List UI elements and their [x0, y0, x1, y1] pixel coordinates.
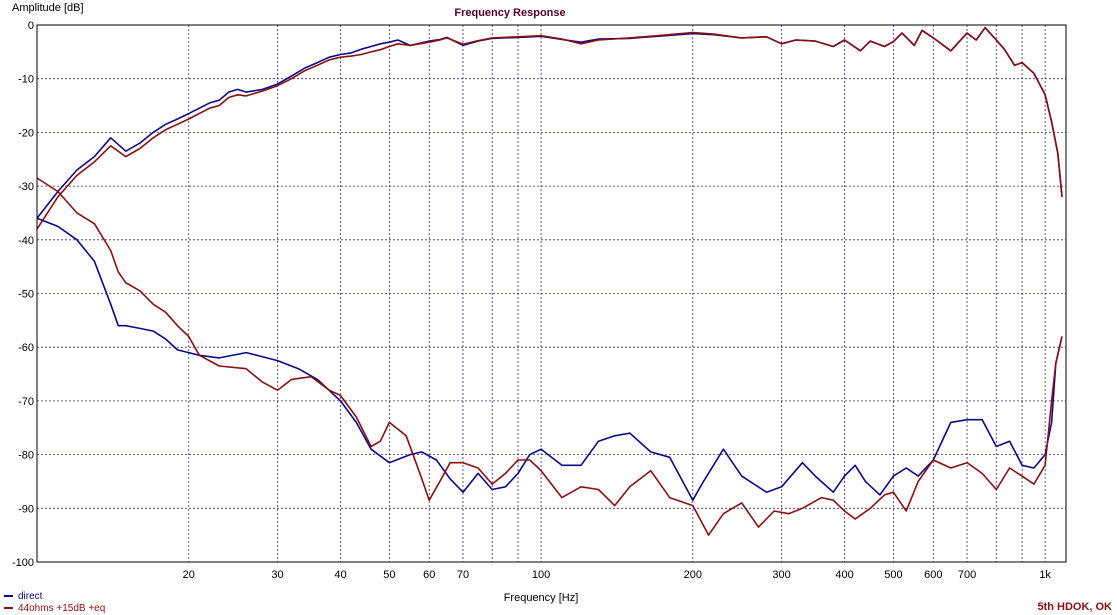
- x-tick-label: 50: [383, 569, 395, 581]
- x-tick-label: 20: [183, 569, 195, 581]
- x-axis-label: Frequency [Hz]: [504, 592, 579, 604]
- x-tick-label: 70: [457, 569, 469, 581]
- x-tick-label: 30: [271, 569, 283, 581]
- legend-label-direct: direct: [18, 591, 43, 602]
- y-tick-label: -70: [18, 396, 34, 408]
- chart-title: Frequency Response: [454, 7, 565, 19]
- series-layer: [36, 26, 1063, 536]
- x-tick-label: 100: [532, 569, 550, 581]
- y-tick-label: -30: [18, 181, 34, 193]
- series-line-44ohms-harmonic: [36, 177, 1063, 536]
- legend: direct 44ohms +15dB +eq: [4, 591, 105, 614]
- y-tick-label: -20: [18, 127, 34, 139]
- y-tick-label: -90: [18, 503, 34, 515]
- x-tick-label: 500: [884, 569, 902, 581]
- x-tick-label: 200: [684, 569, 702, 581]
- y-tick-label: -80: [18, 450, 34, 462]
- y-tick-label: -10: [18, 74, 34, 86]
- plot-frame: [36, 24, 1067, 563]
- x-tick-label: 1k: [1039, 569, 1051, 581]
- x-tick-label: 300: [772, 569, 790, 581]
- x-tick-label: 400: [835, 569, 853, 581]
- x-tick-label: 60: [423, 569, 435, 581]
- y-tick-label: -60: [18, 342, 34, 354]
- y-tick-label: -50: [18, 289, 34, 301]
- series-line-44ohms-fundamental: [36, 26, 1063, 230]
- x-tick-labels: 20 30 40 50 60 70 100 200 300 400 500 600 700 1k: [183, 569, 1052, 581]
- status-annotation: 5th HDOK, OK: [1037, 601, 1112, 613]
- x-tick-label: 700: [958, 569, 976, 581]
- x-tick-label: 40: [334, 569, 346, 581]
- legend-label-44ohms: 44ohms +15dB +eq: [18, 603, 105, 614]
- x-tick-label: 600: [924, 569, 942, 581]
- y-axis-label: Amplitude [dB]: [12, 2, 84, 14]
- y-tick-labels: 0 -10 -20 -30 -40 -50 -60 -70 -80 -90 -100: [12, 20, 34, 569]
- y-tick-label: 0: [28, 20, 34, 32]
- grid: [37, 24, 1066, 563]
- y-tick-label: -40: [18, 235, 34, 247]
- y-tick-label: -100: [12, 557, 34, 569]
